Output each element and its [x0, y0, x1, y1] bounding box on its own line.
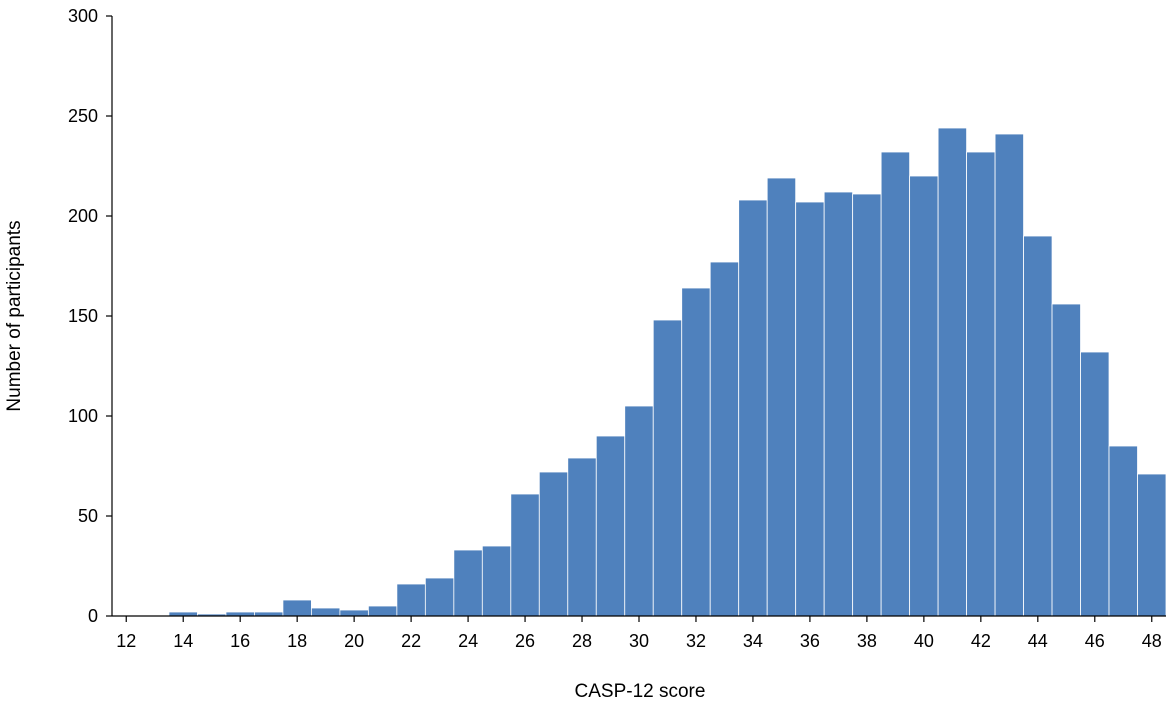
x-tick-label: 24: [458, 631, 478, 651]
x-axis-title: CASP-12 score: [575, 681, 706, 702]
histogram-bar: [396, 583, 426, 617]
histogram-bar: [1023, 235, 1053, 617]
histogram-bar: [709, 261, 740, 617]
x-tick-label: 38: [857, 631, 877, 651]
y-axis-title: Number of participants: [4, 220, 25, 411]
x-tick-label: 42: [971, 631, 991, 651]
histogram-bar: [1080, 351, 1110, 617]
x-tick-label: 28: [572, 631, 592, 651]
histogram-bar: [567, 457, 597, 617]
histogram-bar: [481, 545, 512, 617]
histogram-bar: [624, 405, 654, 617]
x-tick-label: 26: [515, 631, 535, 651]
x-tick-label: 40: [914, 631, 934, 651]
histogram-bar: [966, 151, 996, 617]
x-tick-label: 12: [116, 631, 136, 651]
histogram-bar: [424, 577, 455, 617]
histogram-bar: [795, 201, 825, 617]
y-tick-label: 150: [68, 306, 98, 326]
histogram-bar: [453, 549, 483, 617]
histogram-bar: [1137, 473, 1167, 617]
x-tick-label: 30: [629, 631, 649, 651]
y-tick-label: 300: [68, 6, 98, 26]
y-tick-label: 250: [68, 106, 98, 126]
x-tick-label: 20: [344, 631, 364, 651]
histogram-bar: [852, 193, 882, 617]
histogram-bar: [994, 133, 1024, 617]
bars-group: [168, 127, 1167, 617]
histogram-bar: [909, 175, 939, 617]
x-tick-label: 32: [686, 631, 706, 651]
histogram-bar: [311, 607, 341, 617]
x-tick-label: 48: [1142, 631, 1162, 651]
x-tick-label: 44: [1028, 631, 1048, 651]
x-tick-label: 14: [173, 631, 193, 651]
histogram-bar: [1051, 303, 1081, 617]
histogram-bar: [595, 435, 626, 617]
x-tick-label: 46: [1085, 631, 1105, 651]
histogram-bar: [282, 599, 312, 617]
x-tick-label: 34: [743, 631, 763, 651]
histogram-bar: [1108, 445, 1138, 617]
y-tick-label: 0: [88, 606, 98, 626]
histogram-bar: [339, 609, 369, 617]
histogram-bar: [766, 177, 797, 617]
y-tick-label: 200: [68, 206, 98, 226]
histogram-bar: [681, 287, 711, 617]
histogram-bar: [937, 127, 967, 617]
x-tick-label: 18: [287, 631, 307, 651]
x-tick-label: 36: [800, 631, 820, 651]
y-tick-label: 50: [78, 506, 98, 526]
histogram-bar: [738, 199, 768, 617]
x-tick-label: 22: [401, 631, 421, 651]
histogram-bar: [652, 319, 683, 617]
histogram-bar: [510, 493, 540, 617]
histogram-bar: [823, 191, 854, 617]
x-tick-label: 16: [230, 631, 250, 651]
axes-group: 0 50 100 150 200 250 300 12 14 16 18 20 22 24 26 28 30 32…: [68, 6, 1166, 651]
histogram-bar: [538, 471, 569, 617]
histogram-bar: [367, 605, 398, 617]
histogram-bar: [880, 151, 911, 617]
y-tick-label: 100: [68, 406, 98, 426]
